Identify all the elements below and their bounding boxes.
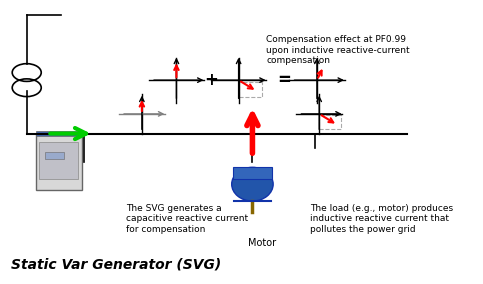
FancyBboxPatch shape [36, 133, 82, 190]
FancyBboxPatch shape [36, 131, 82, 136]
Text: +: + [204, 71, 218, 89]
FancyBboxPatch shape [45, 152, 64, 159]
Text: The SVG generates a
capacitive reactive current
for compensation: The SVG generates a capacitive reactive … [126, 204, 248, 234]
Text: The load (e.g., motor) produces
inductive reactive current that
pollutes the pow: The load (e.g., motor) produces inductiv… [310, 204, 453, 234]
FancyBboxPatch shape [233, 167, 272, 179]
Text: Static Var Generator (SVG): Static Var Generator (SVG) [11, 257, 221, 272]
Text: =: = [278, 71, 292, 89]
FancyBboxPatch shape [39, 142, 78, 179]
Text: Motor: Motor [248, 238, 276, 248]
Text: Compensation effect at PF0.99
upon inductive reactive-current
compensation: Compensation effect at PF0.99 upon induc… [266, 35, 410, 65]
Ellipse shape [232, 167, 273, 201]
